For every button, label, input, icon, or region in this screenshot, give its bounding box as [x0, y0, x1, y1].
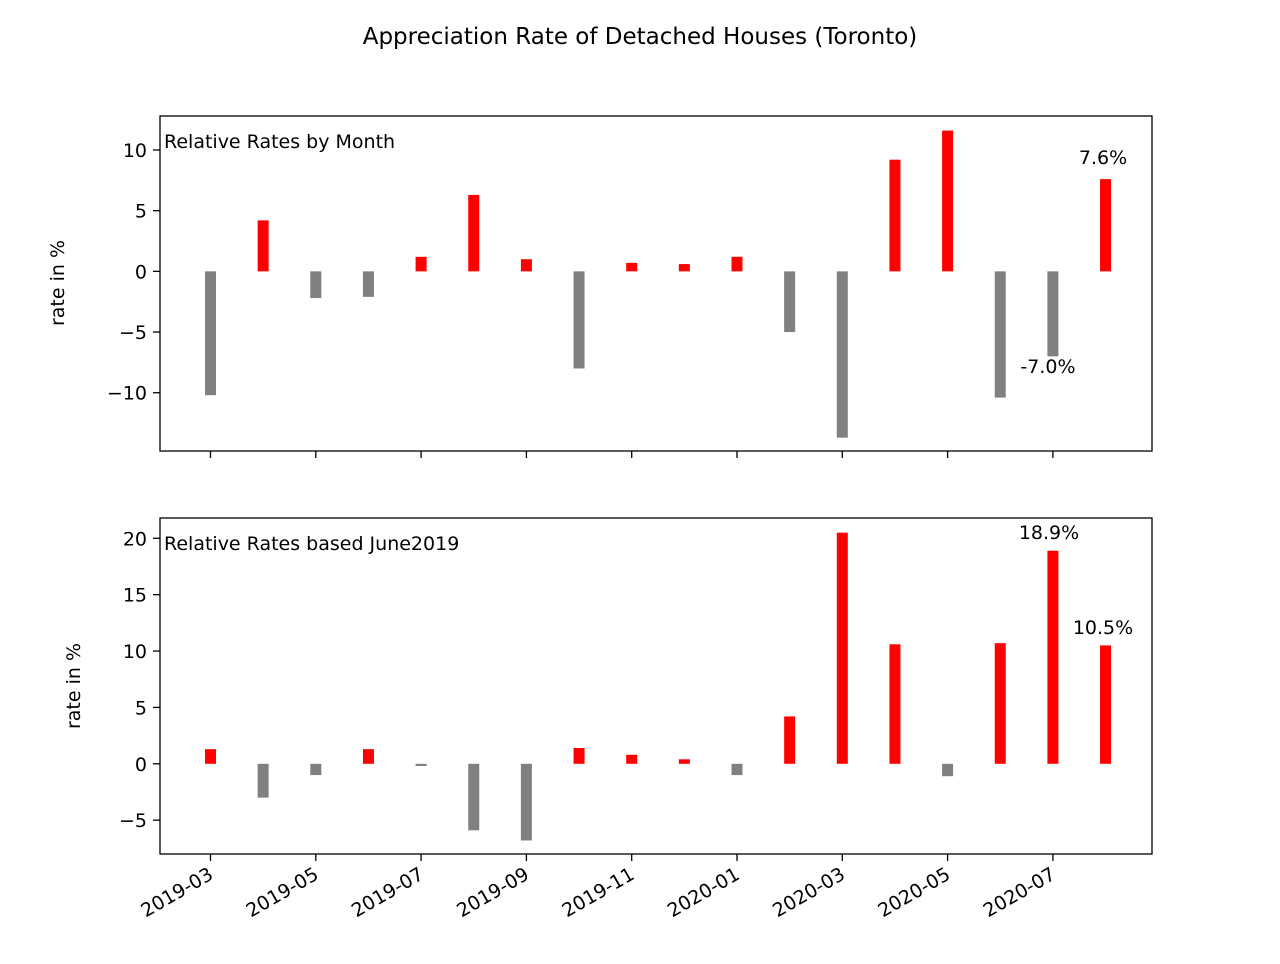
bar-2020-01	[731, 256, 743, 272]
x-ticks-bottom: 2019-03 2019-05 2019-07 2019-09 2019-11 2020-…	[137, 854, 1059, 922]
bar-2020-08	[1100, 179, 1112, 272]
bar-2019-04	[257, 763, 269, 798]
y-tick-label: 0	[135, 261, 147, 283]
june2019-based-panel: Relative Rates based June2019 rate in % …	[63, 517, 1153, 855]
x-tick-label: 2020-01	[664, 863, 744, 922]
bar-2020-06	[994, 643, 1006, 764]
x-tick-label: 2019-05	[243, 863, 323, 922]
bar-2020-03	[836, 271, 848, 438]
bar-2019-10	[573, 271, 585, 369]
figure-title: Appreciation Rate of Detached Houses (To…	[363, 24, 918, 50]
bar-2020-05	[942, 130, 954, 272]
monthly-rates-panel: Relative Rates by Month rate in % −10 −5 0…	[47, 115, 1153, 452]
bar-2019-07	[415, 256, 427, 272]
x-ticks-top	[209, 451, 1054, 458]
bar-2019-12	[678, 264, 690, 272]
bar-2019-03	[205, 271, 216, 396]
plot-frame	[159, 115, 1153, 452]
y-axis-label: rate in %	[47, 240, 69, 326]
bars	[205, 532, 1112, 841]
y-tick-label: 15	[123, 585, 147, 607]
bar-2019-05	[310, 271, 322, 299]
bar-2020-03	[836, 532, 848, 764]
bars	[205, 130, 1112, 438]
bar-2020-02	[784, 271, 796, 333]
bar-2019-11	[626, 262, 638, 272]
y-tick-label: −5	[119, 810, 147, 832]
y-tick-label: 0	[135, 754, 147, 776]
x-tick-label: 2020-05	[874, 863, 954, 922]
x-tick-label: 2019-09	[453, 863, 533, 922]
y-tick-label: −5	[119, 322, 147, 344]
bar-2019-08	[468, 763, 480, 831]
x-tick-label: 2019-07	[348, 863, 428, 922]
bar-2019-09	[520, 259, 532, 272]
bar-2019-10	[573, 748, 585, 764]
bar-2020-07	[1047, 550, 1059, 764]
bar-2019-04	[257, 220, 269, 272]
y-tick-label: −10	[107, 383, 147, 405]
bar-2020-08	[1100, 645, 1112, 764]
bar-2019-11	[626, 754, 638, 764]
bar-2020-06	[994, 271, 1006, 398]
bar-2019-05	[310, 763, 322, 776]
annotation-minus-7-0: -7.0%	[1020, 356, 1075, 378]
bar-2020-05	[942, 763, 954, 777]
annotation-10-5: 10.5%	[1073, 617, 1133, 639]
bar-2020-04	[889, 644, 901, 764]
y-tick-label: 20	[123, 528, 147, 550]
y-ticks: −10 −5 0 5 10	[107, 140, 160, 405]
bar-2020-01	[731, 763, 743, 776]
annotation-18-9: 18.9%	[1019, 522, 1079, 544]
x-tick-label: 2019-11	[558, 863, 638, 922]
panel-title: Relative Rates by Month	[164, 131, 395, 153]
bar-2019-07	[415, 763, 427, 767]
x-tick-label: 2020-03	[769, 863, 849, 922]
bar-2019-12	[678, 759, 690, 764]
plot-frame	[159, 517, 1153, 855]
bar-2019-08	[468, 194, 480, 272]
y-ticks: −5 0 5 10 15 20	[119, 528, 160, 832]
annotation-7-6: 7.6%	[1079, 147, 1127, 169]
bar-2019-09	[520, 763, 532, 841]
bar-2020-07	[1047, 271, 1059, 357]
y-tick-label: 10	[123, 140, 147, 162]
bar-2019-06	[362, 749, 374, 764]
y-tick-label: 10	[123, 641, 147, 663]
y-tick-label: 5	[135, 697, 147, 719]
bar-2020-02	[784, 716, 796, 764]
panel-title: Relative Rates based June2019	[164, 533, 459, 555]
x-tick-label: 2020-07	[980, 863, 1060, 922]
x-tick-label: 2019-03	[137, 863, 217, 922]
bar-2020-04	[889, 159, 901, 272]
y-tick-label: 5	[135, 201, 147, 223]
bar-2019-06	[362, 271, 374, 297]
y-axis-label: rate in %	[63, 643, 85, 729]
bar-2019-03	[205, 749, 216, 764]
